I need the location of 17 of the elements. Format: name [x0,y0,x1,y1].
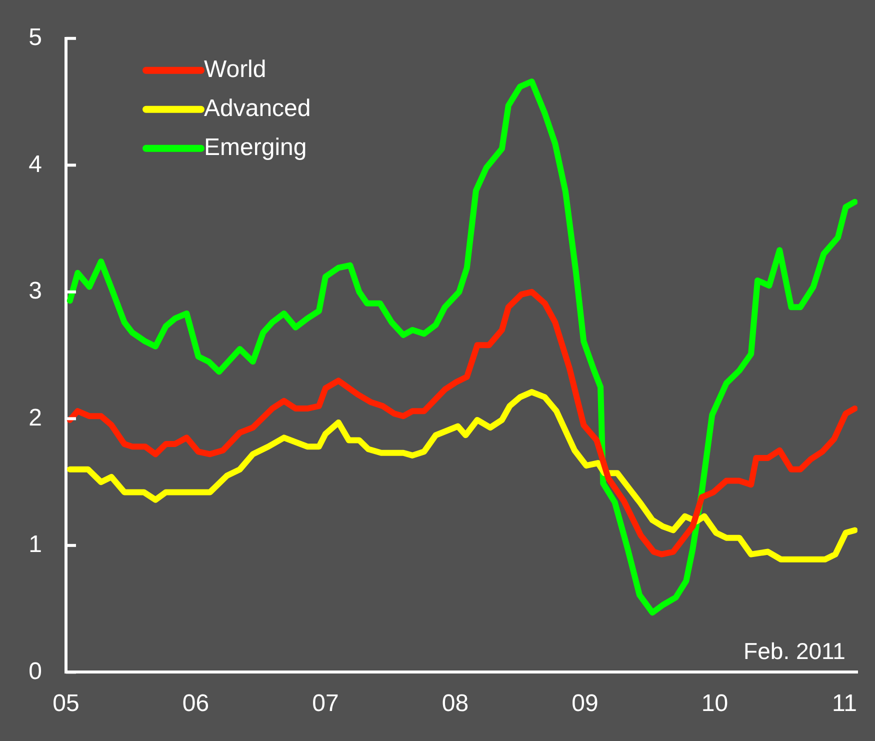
annotation: Feb. 2011 [744,638,846,664]
y-tick-label: 2 [28,404,42,432]
x-tick-label: 09 [572,690,598,718]
x-tick-label: 07 [312,690,339,718]
x-tick-label: 06 [182,690,210,718]
x-tick-label: 10 [701,690,728,718]
y-tick-label: 5 [28,24,42,52]
legend-label: Emerging [204,134,307,162]
y-tick-label: 3 [28,278,42,305]
x-tick-label: 05 [52,690,80,718]
y-tick-label: 4 [28,150,42,178]
x-tick-label: 11 [832,690,857,718]
y-tick-label: 1 [28,531,42,558]
legend-label: Advanced [204,95,311,122]
y-tick-label: 0 [28,658,42,685]
legend-label: World [204,56,266,84]
x-tick-label: 08 [442,690,469,718]
